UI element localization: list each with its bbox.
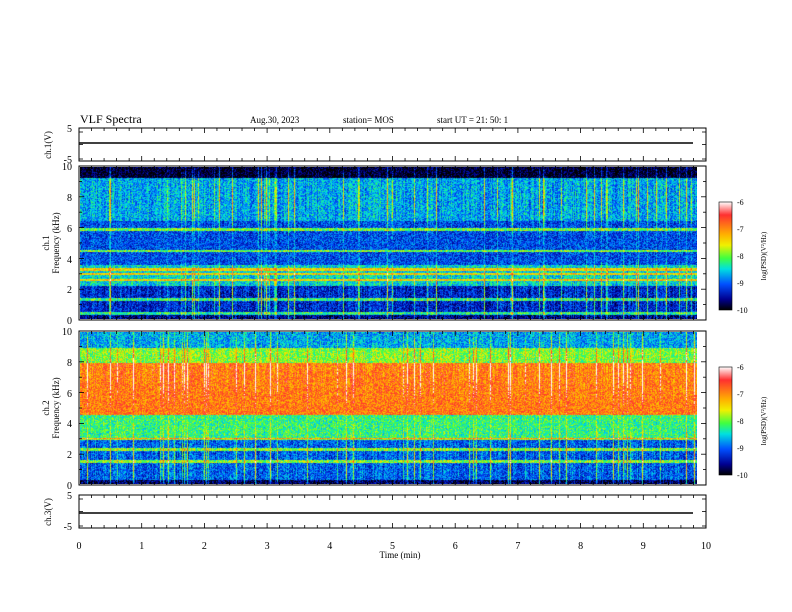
spec2-ytick-label: 2 (67, 450, 72, 461)
spec1-ylabel-channel: ch.1 (41, 235, 51, 250)
xtick-label: 6 (453, 541, 458, 552)
colorbar-ch2-tick: -10 (737, 471, 748, 480)
xtick-label: 0 (77, 541, 82, 552)
xtick-label: 3 (265, 541, 270, 552)
ch1-ylabel: ch.1(V) (43, 131, 53, 159)
spec1-ylabel-frequency: Frequency (kHz) (51, 212, 61, 273)
spectrogram-ch1 (80, 167, 697, 319)
colorbar-ch2-tick: -7 (737, 390, 744, 399)
date-label: Aug.30, 2023 (250, 115, 300, 125)
colorbar-ch2-tick: -6 (737, 363, 744, 372)
spec2-ytick-label: 0 (67, 481, 72, 492)
spec1-ytick-label: 2 (67, 285, 72, 296)
figure-title: VLF Spectra (80, 112, 142, 126)
colorbar-ch1 (718, 201, 733, 311)
spec2-ylabel-channel: ch.2 (41, 400, 51, 415)
ch1-ytick-label: -5 (64, 155, 72, 166)
spec1-ytick-label: 6 (67, 224, 72, 235)
colorbar-ch2 (718, 366, 733, 476)
colorbar-ch1-tick: -7 (737, 225, 744, 234)
x-axis-title: Time (min) (380, 550, 421, 560)
spectrogram-ch2 (80, 332, 697, 484)
xtick-label: 5 (390, 541, 395, 552)
xtick-label: 1 (139, 541, 144, 552)
spec2-ytick-label: 10 (62, 327, 72, 338)
spectrogram-ch2-image (80, 332, 697, 484)
ch3-ytick-label: -5 (64, 522, 72, 533)
spec2-ytick-label: 4 (67, 419, 72, 430)
start-time-label: start UT = 21: 50: 1 (437, 115, 508, 125)
ch3-ytick-label: 5 (67, 491, 72, 502)
ch3-ylabel: ch.3(V) (43, 498, 53, 526)
spec1-ytick-label: 4 (67, 255, 72, 266)
spectrogram-ch1-image (80, 167, 697, 319)
ch1-ytick-label: 5 (67, 124, 72, 135)
tick-marks (78, 128, 707, 528)
colorbar-ch1-tick: -9 (737, 279, 744, 288)
spec2-ylabel-frequency: Frequency (kHz) (51, 377, 61, 438)
colorbar-ch1-title: log(PSD)(V²/Hz) (760, 231, 768, 280)
spec2-ytick-label: 8 (67, 358, 72, 369)
colorbar-ch1-tick: -6 (737, 198, 744, 207)
station-label: station= MOS (343, 115, 394, 125)
xtick-label: 7 (515, 541, 520, 552)
xtick-label: 10 (701, 541, 711, 552)
spec1-ytick-label: 0 (67, 316, 72, 327)
xtick-label: 8 (578, 541, 583, 552)
colorbar-ch2-title: log(PSD)(V²/Hz) (760, 396, 768, 445)
spec1-ytick-label: 8 (67, 193, 72, 204)
colorbar-ch1-tick: -10 (737, 306, 748, 315)
spec2-ytick-label: 6 (67, 389, 72, 400)
spec1-ytick-label: 10 (62, 162, 72, 173)
xtick-label: 4 (327, 541, 332, 552)
xtick-label: 2 (202, 541, 207, 552)
xtick-label: 9 (641, 541, 646, 552)
colorbar-ch2-tick: -9 (737, 444, 744, 453)
colorbar-ch1-tick: -8 (737, 252, 744, 261)
colorbar-ch2-tick: -8 (737, 417, 744, 426)
